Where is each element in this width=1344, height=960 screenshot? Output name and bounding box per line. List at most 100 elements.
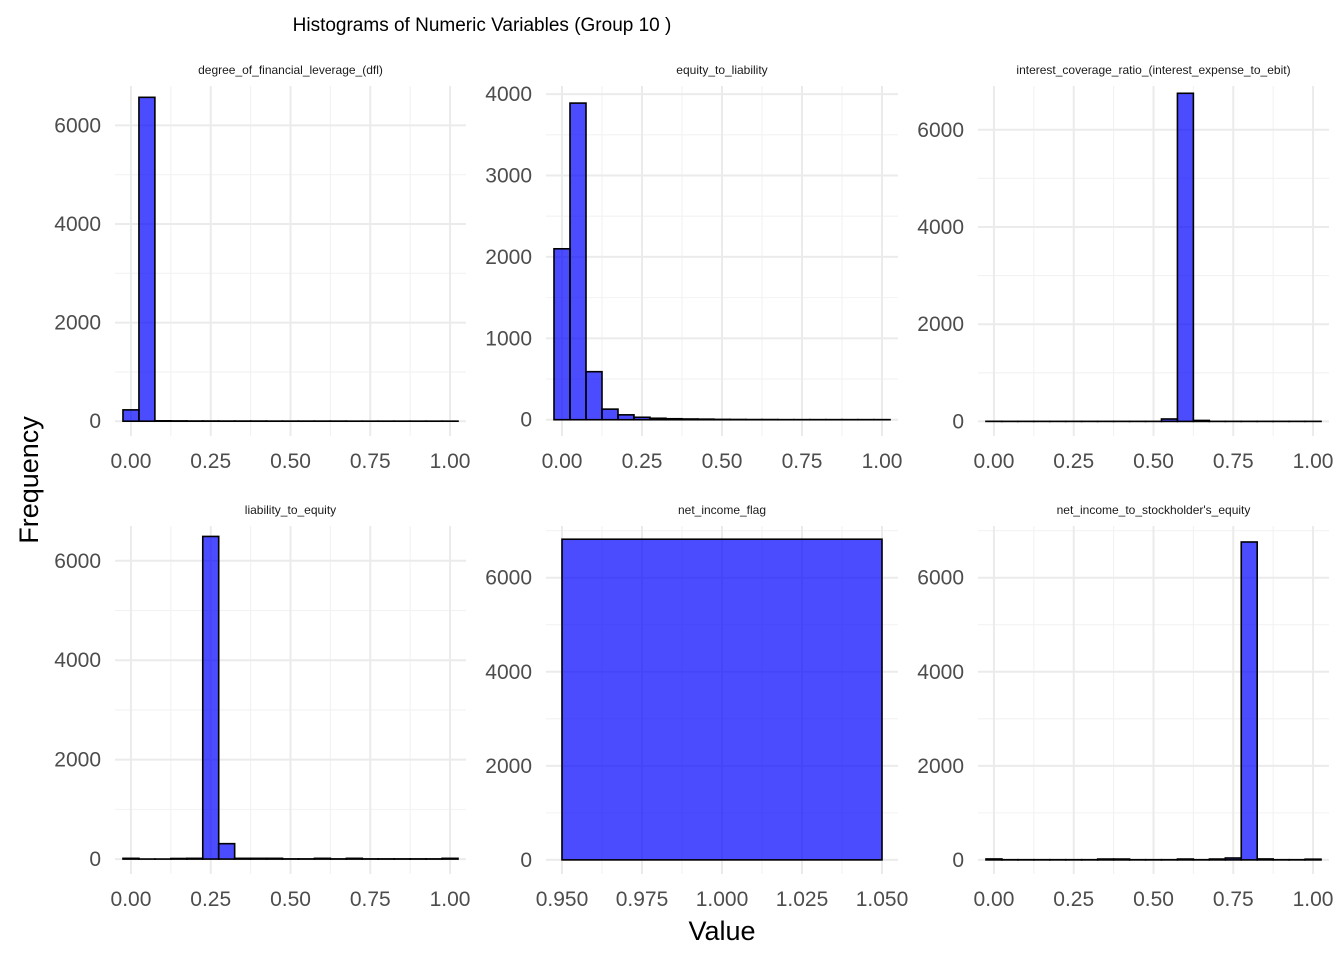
y-tick-label: 0 <box>952 410 964 433</box>
histogram-panel: liability_to_equity 0.00 0.25 0.50 0.75 1.00 0… <box>54 503 470 911</box>
y-tick-label: 4000 <box>485 661 532 684</box>
histogram-bar <box>617 414 635 421</box>
x-tick-label: 0.75 <box>1213 888 1254 911</box>
x-tick-label: 0.25 <box>1053 450 1094 473</box>
histogram-bar <box>1192 419 1211 423</box>
y-tick-label: 6000 <box>54 550 101 573</box>
histogram-bar <box>1176 92 1195 423</box>
x-tick-label: 0.75 <box>350 450 391 473</box>
panel-title: degree_of_financial_leverage_(dfl) <box>198 63 383 77</box>
y-tick-label: 1000 <box>485 327 532 350</box>
x-tick-label: 0.00 <box>974 450 1015 473</box>
histogram-panel: net_income_to_stockholder's_equity 0.00 0.… <box>917 503 1333 911</box>
y-tick-label: 0 <box>520 849 532 872</box>
x-tick-label: 0.50 <box>702 450 743 473</box>
histogram-bar <box>265 857 284 860</box>
y-tick-label: 0 <box>952 849 964 872</box>
histogram-bar <box>441 857 459 860</box>
y-tick-label: 2000 <box>54 749 101 772</box>
x-tick-label: 0.75 <box>350 888 391 911</box>
x-tick-label: 0.50 <box>1133 450 1174 473</box>
x-tick-label: 1.00 <box>430 450 471 473</box>
x-tick-label: 1.00 <box>1293 888 1334 911</box>
x-tick-label: 1.050 <box>856 888 909 911</box>
histogram-bar <box>1240 541 1259 861</box>
y-tick-label: 2000 <box>54 312 101 335</box>
x-axis-title: Value <box>688 916 755 946</box>
x-tick-label: 1.00 <box>1293 450 1334 473</box>
x-tick-label: 0.25 <box>190 888 231 911</box>
y-tick-label: 0 <box>89 848 101 871</box>
histogram-bar <box>633 416 651 421</box>
x-tick-label: 1.000 <box>696 888 749 911</box>
x-tick-label: 0.25 <box>622 450 663 473</box>
x-tick-label: 1.025 <box>776 888 829 911</box>
histogram-bar <box>217 842 236 860</box>
histogram-bar <box>1176 858 1195 861</box>
y-tick-label: 0 <box>520 409 532 432</box>
panel-title: net_income_to_stockholder's_equity <box>1057 503 1251 517</box>
y-tick-label: 6000 <box>54 114 101 137</box>
x-tick-label: 0.75 <box>1213 450 1254 473</box>
histogram-panel: degree_of_financial_leverage_(dfl) 0.00 0.… <box>54 63 470 473</box>
histogram-bar <box>569 102 587 421</box>
x-tick-label: 0.50 <box>1133 888 1174 911</box>
x-tick-label: 0.950 <box>536 888 589 911</box>
y-tick-label: 2000 <box>917 755 964 778</box>
panel-title: net_income_flag <box>678 503 766 517</box>
histogram-bar <box>313 857 332 860</box>
histogram-panel: interest_coverage_ratio_(interest_expens… <box>917 63 1333 473</box>
histogram-bar <box>681 418 699 421</box>
y-tick-label: 3000 <box>485 165 532 188</box>
histogram-bar <box>697 418 715 421</box>
y-tick-label: 4000 <box>917 216 964 239</box>
y-axis-title: Frequency <box>14 416 44 544</box>
histogram-bar <box>249 857 268 860</box>
x-tick-label: 0.00 <box>111 888 152 911</box>
figure-title: Histograms of Numeric Variables (Group 1… <box>293 15 672 36</box>
x-tick-label: 0.25 <box>1053 888 1094 911</box>
y-tick-label: 4000 <box>485 83 532 106</box>
histogram-bar <box>649 417 667 421</box>
x-tick-label: 0.75 <box>782 450 823 473</box>
histogram-bar <box>1112 858 1131 861</box>
x-tick-label: 0.00 <box>542 450 583 473</box>
histogram-bar <box>170 857 188 860</box>
histogram-bar <box>122 409 140 423</box>
x-tick-label: 0.00 <box>111 450 152 473</box>
x-tick-label: 1.00 <box>862 450 903 473</box>
y-tick-label: 4000 <box>54 213 101 236</box>
histogram-bar <box>345 857 364 860</box>
histogram-bar <box>201 535 220 860</box>
y-tick-label: 4000 <box>54 649 101 672</box>
x-tick-label: 0.25 <box>190 450 231 473</box>
y-tick-label: 6000 <box>485 567 532 590</box>
histogram-bar <box>1256 858 1274 861</box>
histogram-bar <box>1160 418 1179 423</box>
y-tick-label: 2000 <box>917 313 964 336</box>
y-tick-label: 4000 <box>917 661 964 684</box>
histogram-panel: equity_to_liability 0.00 0.25 0.50 0.75 1.00 0… <box>485 63 902 473</box>
x-tick-label: 0.00 <box>974 888 1015 911</box>
histogram-bar <box>233 857 252 860</box>
y-tick-label: 2000 <box>485 755 532 778</box>
histogram-bar <box>1224 857 1243 861</box>
histogram-bar <box>985 858 1003 861</box>
histogram-bar <box>553 247 571 421</box>
histogram-bar <box>665 417 683 421</box>
histogram-bar <box>601 408 619 421</box>
y-tick-label: 6000 <box>917 119 964 142</box>
panel-title: equity_to_liability <box>676 63 767 77</box>
x-tick-label: 0.975 <box>616 888 669 911</box>
x-tick-label: 1.00 <box>430 888 471 911</box>
histogram-bar <box>1208 858 1227 861</box>
y-tick-label: 6000 <box>917 567 964 590</box>
y-tick-label: 2000 <box>485 246 532 269</box>
histogram-bar <box>1304 858 1322 861</box>
panels-group: degree_of_financial_leverage_(dfl) 0.00 0.… <box>54 63 1333 911</box>
histogram-bar <box>138 96 156 423</box>
histogram-bar <box>185 857 204 860</box>
histogram-bar <box>561 538 883 861</box>
y-tick-label: 0 <box>89 410 101 433</box>
